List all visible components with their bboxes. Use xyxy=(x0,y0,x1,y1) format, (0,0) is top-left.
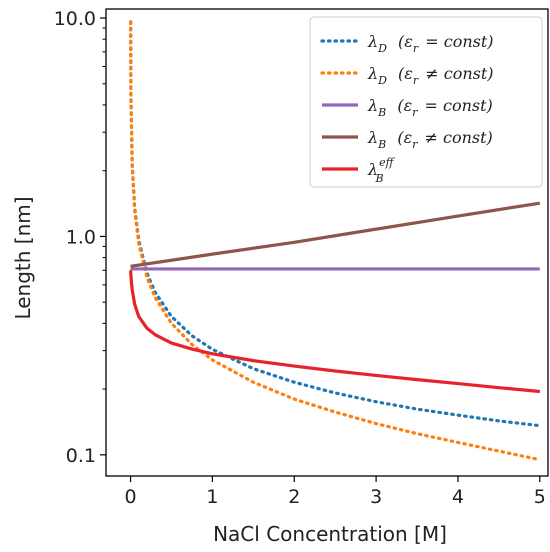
legend-label-1: λD (εr = const) xyxy=(367,32,494,55)
legend-box xyxy=(309,16,543,188)
x-tick-label: 4 xyxy=(452,486,464,508)
plot-area xyxy=(129,20,542,462)
y-tick-label: 10.0 xyxy=(54,8,96,30)
legend-label-2: λD (εr ≠ const) xyxy=(367,64,494,87)
x-tick-label: 2 xyxy=(288,486,300,508)
legend-label-4: λB (εr ≠ const) xyxy=(367,128,493,151)
axis-ticks: 0 1 2 3 4 5 0.1 1.0 10.0 xyxy=(54,8,546,508)
y-tick-label: 0.1 xyxy=(66,445,96,467)
series-line-4 xyxy=(130,201,541,268)
x-axis-label: NaCl Concentration [M] xyxy=(213,522,447,546)
x-tick-label: 0 xyxy=(125,486,137,508)
x-tick-label: 3 xyxy=(370,486,382,508)
y-tick-label: 1.0 xyxy=(66,226,96,248)
legend-label-3: λB (εr = const) xyxy=(367,96,493,119)
y-axis-label: Length [nm] xyxy=(11,196,35,319)
x-tick-label: 5 xyxy=(534,486,546,508)
legend: λD (εr = const) λD (εr ≠ const) λB (εr = c… xyxy=(309,16,543,188)
x-tick-label: 1 xyxy=(206,486,218,508)
plot-frame xyxy=(105,8,549,477)
legend-label-5: λeff B xyxy=(367,156,396,185)
series-line-5 xyxy=(129,270,540,394)
